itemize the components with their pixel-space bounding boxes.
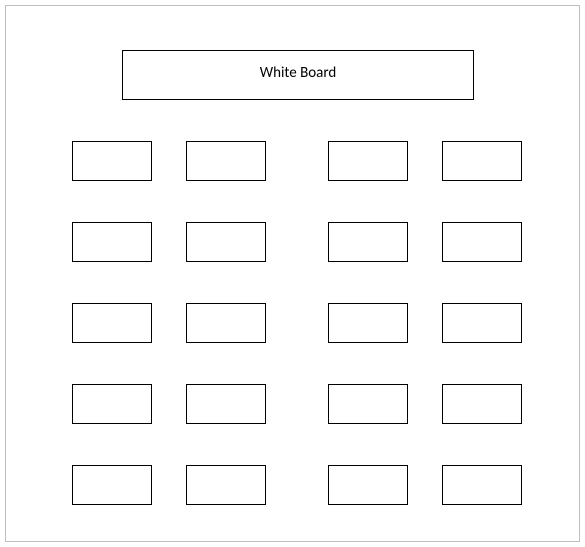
seat-box xyxy=(72,303,152,343)
seat-box xyxy=(442,222,522,262)
seat-box xyxy=(72,384,152,424)
seat-box xyxy=(72,222,152,262)
seat-box xyxy=(186,141,266,181)
seat-box xyxy=(328,303,408,343)
seat-box xyxy=(442,141,522,181)
seat-box xyxy=(186,222,266,262)
seat-box xyxy=(442,303,522,343)
seat-box xyxy=(328,141,408,181)
seat-box xyxy=(72,465,152,505)
seat-box xyxy=(186,384,266,424)
whiteboard-box: White Board xyxy=(122,50,474,100)
seat-box xyxy=(72,141,152,181)
seat-box xyxy=(328,222,408,262)
seat-box xyxy=(186,465,266,505)
whiteboard-label: White Board xyxy=(260,64,337,82)
seat-box xyxy=(186,303,266,343)
seat-box xyxy=(328,465,408,505)
seating-chart-canvas: White Board xyxy=(0,0,585,547)
seat-box xyxy=(328,384,408,424)
seat-box xyxy=(442,384,522,424)
seat-box xyxy=(442,465,522,505)
